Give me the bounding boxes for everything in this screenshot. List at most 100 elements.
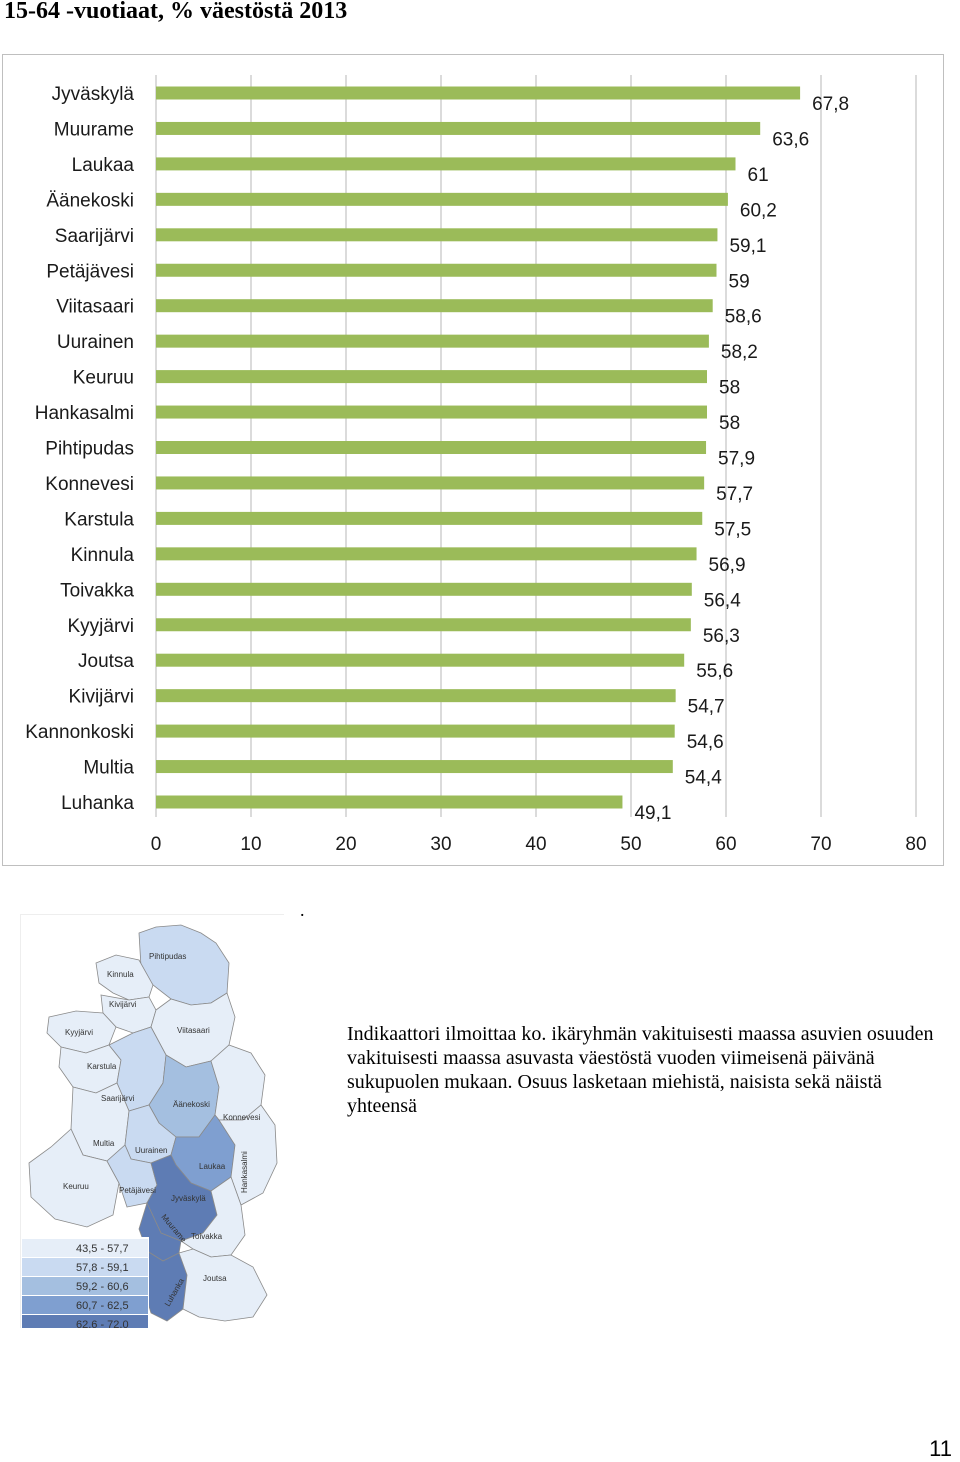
data-label: 58 [719, 413, 740, 434]
x-tick-label: 10 [240, 834, 261, 855]
map-legend-label: 43,5 - 57,7 [76, 1243, 129, 1255]
map-label: Viitasaari [177, 1026, 210, 1035]
category-label: Luhanka [61, 793, 134, 814]
dot-mark: . [300, 900, 305, 920]
map-region-labels: Pihtipudas Kinnula Kivijärvi Kyyjärvi Vi… [63, 952, 261, 1308]
map-label: Multia [93, 1139, 115, 1148]
bar [156, 795, 623, 809]
data-label: 54,6 [687, 732, 724, 753]
map-region-toivakka [180, 1176, 246, 1258]
category-label: Konnevesi [45, 474, 134, 495]
category-label: Saarijärvi [55, 226, 134, 247]
data-label: 57,5 [714, 519, 751, 540]
category-label: Karstula [64, 509, 134, 530]
map-region-hankasalmi [218, 1104, 278, 1206]
data-label: 57,7 [716, 484, 753, 505]
bar [156, 157, 736, 171]
data-label: 59,1 [729, 236, 766, 257]
map-label: Karstula [87, 1062, 117, 1071]
data-label: 56,4 [704, 590, 741, 611]
data-label: 56,9 [709, 555, 746, 576]
data-label: 63,6 [772, 129, 809, 150]
category-label: Uurainen [57, 332, 134, 353]
bar [156, 228, 718, 242]
category-label: Laukaa [72, 155, 135, 176]
category-label: Pihtipudas [45, 439, 134, 460]
data-label: 56,3 [703, 626, 740, 647]
map-label: Keuruu [63, 1182, 89, 1191]
bar [156, 370, 707, 384]
data-label: 54,7 [688, 697, 725, 718]
map-label: Hankasalmi [240, 1151, 249, 1193]
map-label: Jyväskylä [171, 1194, 206, 1203]
data-label: 58,6 [725, 307, 762, 328]
x-tick-label: 40 [525, 834, 546, 855]
category-label: Keuruu [73, 368, 134, 389]
bar [156, 299, 713, 313]
map-label: Joutsa [203, 1274, 227, 1283]
map-legend-swatch [22, 1277, 148, 1295]
category-label: Kinnula [71, 545, 135, 566]
bar-chart: 0 10 20 30 40 50 60 70 80 Jyväskylä 67,8 Muurame 63,… [2, 54, 944, 866]
bar [156, 547, 697, 561]
map-legend-label: 62,6 - 72,0 [76, 1319, 129, 1328]
bar [156, 192, 728, 206]
bar [156, 405, 707, 419]
data-label: 49,1 [634, 803, 671, 824]
category-label: Äänekoski [46, 190, 134, 211]
map-legend: 43,5 - 57,7 57,8 - 59,1 59,2 - 60,6 60,7 - … [21, 1237, 149, 1333]
map-regions [28, 924, 278, 1322]
bar [156, 476, 705, 490]
bar [156, 618, 691, 632]
map-legend-label: 60,7 - 62,5 [76, 1300, 129, 1312]
map-label: Laukaa [199, 1162, 226, 1171]
map-label: Konnevesi [223, 1113, 261, 1122]
map-label: Kyyjärvi [65, 1028, 93, 1037]
category-label: Kyyjärvi [67, 616, 134, 637]
map-legend-swatch [22, 1258, 148, 1276]
bar [156, 689, 676, 703]
map-label: Toivakka [191, 1232, 223, 1241]
category-label: Kivijärvi [69, 687, 134, 708]
category-label: Viitasaari [56, 297, 134, 318]
bar [156, 582, 692, 596]
x-tick-label: 30 [430, 834, 451, 855]
data-label: 55,6 [696, 661, 733, 682]
bar [156, 334, 709, 348]
region-map-svg: Pihtipudas Kinnula Kivijärvi Kyyjärvi Vi… [21, 924, 278, 1333]
map-label: Kinnula [107, 970, 134, 979]
region-map: Pihtipudas Kinnula Kivijärvi Kyyjärvi Vi… [20, 914, 284, 1333]
indicator-description: Indikaattori ilmoittaa ko. ikäryhmän vak… [347, 1023, 934, 1117]
map-legend-label: 57,8 - 59,1 [76, 1262, 129, 1274]
map-label: Kivijärvi [109, 1000, 137, 1009]
bar [156, 441, 707, 454]
x-tick-label: 0 [151, 834, 162, 855]
x-tick-label: 70 [810, 834, 831, 855]
map-region-pihtipudas [138, 924, 230, 1006]
bar [156, 86, 801, 100]
page-number: 11 [929, 1436, 952, 1461]
x-tick-label: 50 [620, 834, 641, 855]
category-label: Joutsa [78, 651, 134, 672]
x-tick-label: 60 [715, 834, 736, 855]
data-label: 61 [748, 165, 769, 186]
map-region-joutsa [178, 1248, 268, 1322]
bar [156, 121, 761, 135]
map-label: Petäjävesi [119, 1186, 156, 1195]
category-label: Kannonkoski [25, 722, 134, 743]
data-label: 60,2 [740, 200, 777, 221]
map-legend-label: 59,2 - 60,6 [76, 1281, 129, 1293]
bar [156, 263, 717, 277]
category-label: Hankasalmi [35, 403, 134, 424]
category-label: Multia [83, 758, 134, 779]
map-legend-swatch [22, 1296, 148, 1314]
x-tick-label: 80 [905, 834, 926, 855]
data-label: 59 [729, 271, 750, 292]
map-label: Saarijärvi [101, 1094, 135, 1103]
data-label: 54,4 [685, 768, 722, 789]
bar [156, 653, 685, 667]
data-label: 57,9 [718, 449, 755, 470]
data-label: 58,2 [721, 342, 758, 363]
category-label: Petäjävesi [46, 261, 134, 282]
bar [156, 760, 673, 774]
